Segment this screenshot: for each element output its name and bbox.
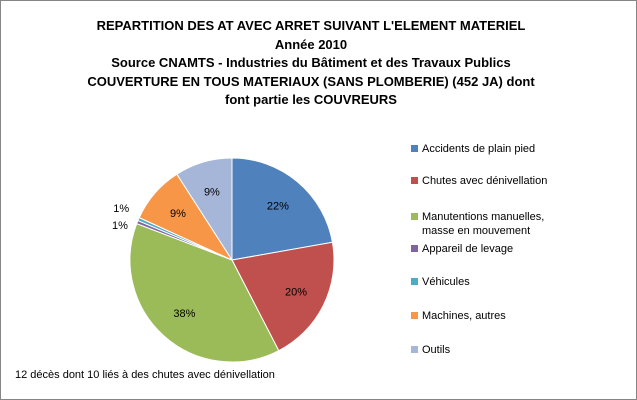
title-line-3: Source CNAMTS - Industries du Bâtiment e… <box>111 55 511 71</box>
title-line-2: Année 2010 <box>274 36 348 52</box>
legend-label: Machines, autres <box>422 310 506 322</box>
pie-slice-2 <box>129 222 280 363</box>
legend-swatch <box>411 312 418 319</box>
data-label-1: 20% <box>285 287 307 299</box>
legend-item-accidents-plain-pied: Accidents de plain pied <box>411 142 597 156</box>
legend-item-outils: Outils <box>411 343 597 357</box>
legend-label: Manutentions manuelles, masse en mouveme… <box>422 211 545 237</box>
data-label-4: 1% <box>113 203 129 215</box>
data-label-6: 9% <box>204 187 220 199</box>
data-label-2: 38% <box>173 308 195 320</box>
legend-swatch <box>411 346 418 353</box>
legend-label: Appareil de levage <box>422 243 514 255</box>
legend-item-appareil-levage: Appareil de levage <box>411 242 597 256</box>
pie-slice-6 <box>176 157 233 262</box>
legend-label: Chutes avec dénivellation <box>422 175 548 187</box>
chart-title: REPARTITION DES AT AVEC ARRET SUIVANT L'… <box>41 17 581 110</box>
legend-label: Outils <box>422 344 451 356</box>
pie-slice-1 <box>231 241 335 352</box>
data-label-5: 9% <box>170 208 186 220</box>
legend-swatch <box>411 145 418 152</box>
legend-swatch <box>411 177 418 184</box>
legend-item-manutentions: Manutentions manuelles, masse en mouveme… <box>411 210 597 238</box>
title-line-4: COUVERTURE EN TOUS MATERIAUX (SANS PLOMB… <box>87 73 535 89</box>
legend-item-vehicules: Véhicules <box>411 275 597 289</box>
footnote: 12 décès dont 10 liés à des chutes avec … <box>15 369 275 381</box>
legend-swatch <box>411 245 418 252</box>
data-label-3: 1% <box>112 220 128 232</box>
legend-label: Véhicules <box>422 276 470 288</box>
legend-item-chutes-denivellation: Chutes avec dénivellation <box>411 174 597 188</box>
title-line-1: REPARTITION DES AT AVEC ARRET SUIVANT L'… <box>96 18 526 33</box>
title-line-5: font partie les COUVREURS <box>225 92 397 108</box>
legend-swatch <box>411 213 418 220</box>
data-label-0: 22% <box>267 200 289 212</box>
pie-slice-0 <box>231 157 334 261</box>
legend-swatch <box>411 278 418 285</box>
legend-label: Accidents de plain pied <box>422 143 536 155</box>
legend-item-machines-autres: Machines, autres <box>411 309 597 323</box>
pie-data-labels: 22% 20% 38% 1% 1% 9% 9% <box>112 187 307 321</box>
pie-slices <box>129 157 335 363</box>
